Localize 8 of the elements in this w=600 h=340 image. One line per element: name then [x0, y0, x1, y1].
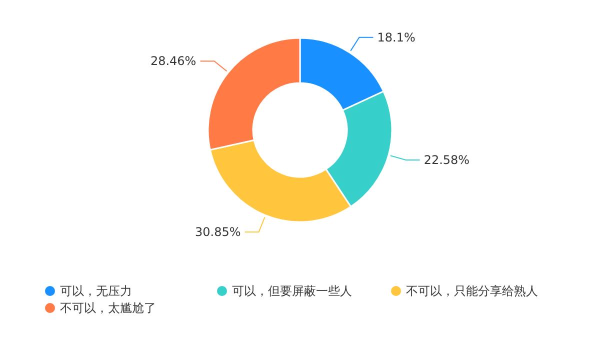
legend-label: 可以，但要屏蔽一些人: [232, 284, 352, 298]
legend-label: 不可以，只能分享给熟人: [406, 284, 538, 298]
data-label: 30.85%: [195, 224, 241, 239]
legend-label: 不可以，太尴尬了: [60, 301, 156, 315]
data-label: 28.46%: [150, 54, 196, 68]
data-label: 22.58%: [424, 152, 470, 167]
legend-label: 可以，无压力: [60, 284, 132, 298]
data-label: 18.1%: [377, 30, 416, 44]
